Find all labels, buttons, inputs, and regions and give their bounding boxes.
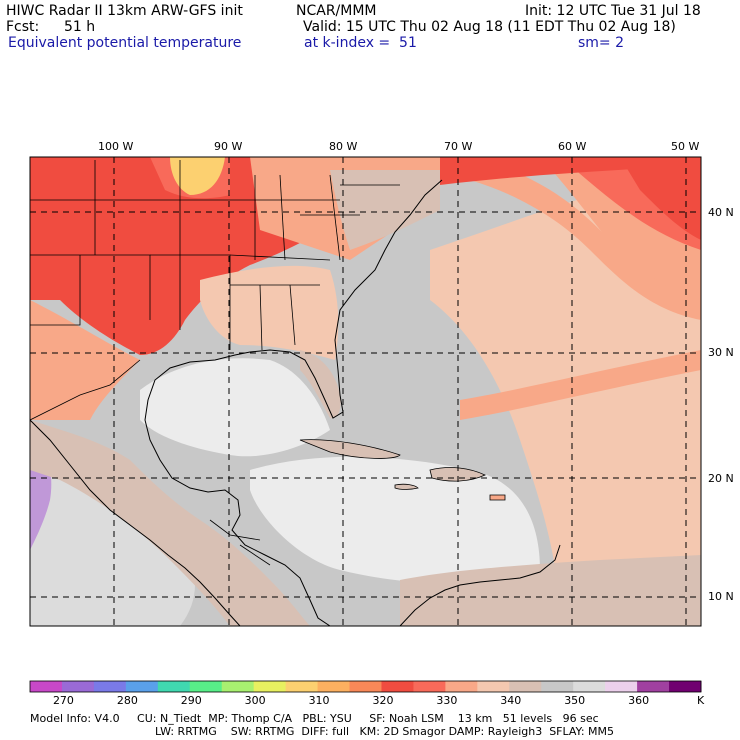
puerto-rico-land <box>489 494 506 501</box>
smoothing: sm= 2 <box>578 35 625 51</box>
southeast-us <box>200 265 339 360</box>
lon-label-90w: 90 W <box>214 140 243 153</box>
colorbar-tick-label: 300 <box>244 694 266 707</box>
lat-label-10n: 10 N <box>708 590 734 603</box>
colorbar-tick-label: 280 <box>116 694 138 707</box>
colorbar-cell <box>509 681 542 692</box>
colorbar-tick-label: 340 <box>500 694 522 707</box>
pacific-cool-region <box>30 470 195 626</box>
init-time: Init: 12 UTC Tue 31 Jul 18 <box>525 3 701 19</box>
political-boundaries <box>30 160 400 566</box>
mexico-land <box>30 420 310 626</box>
colorbar-cell <box>573 681 606 692</box>
map-frame <box>29 156 702 627</box>
colorbar-cell <box>157 681 191 692</box>
lat-label-30n: 30 N <box>708 346 734 359</box>
lon-label-100w: 100 W <box>98 140 134 153</box>
colorbar-unit: K <box>697 694 705 707</box>
colorbar-cell <box>189 681 223 692</box>
valid-time: Valid: 15 UTC Thu 02 Aug 18 (11 EDT Thu … <box>303 19 676 35</box>
atlantic-band-3 <box>470 157 701 320</box>
model-title: HIWC Radar II 13km ARW-GFS init <box>6 3 243 19</box>
hot-spot-north <box>170 157 225 195</box>
colorbar-cell <box>669 681 702 692</box>
colorbar-cell <box>221 681 255 692</box>
fcst-label: Fcst: <box>6 19 40 35</box>
us-warm-region <box>30 300 140 420</box>
lon-label-80w: 80 W <box>329 140 358 153</box>
caribbean-cool-region <box>250 456 540 584</box>
colorbar-cell <box>349 681 382 692</box>
colorbar-cell <box>125 681 159 692</box>
colorbar-tick-label: 320 <box>372 694 394 707</box>
colorbar-tick-label: 310 <box>308 694 330 707</box>
colorbar-cell <box>637 681 670 692</box>
jamaica-land <box>394 483 419 490</box>
colorbar-cell <box>477 681 510 692</box>
fcst-value: 51 h <box>64 19 96 35</box>
lon-label-70w: 70 W <box>444 140 473 153</box>
colorbar-tick-label: 270 <box>52 694 74 707</box>
lat-label-40n: 40 N <box>708 206 734 219</box>
lon-label-50w: 50 W <box>671 140 700 153</box>
colorbar-cell <box>285 681 319 692</box>
colorbar-cell <box>317 681 351 692</box>
level-index: at k-index = 51 <box>304 35 417 51</box>
colorbar-cell <box>253 681 287 692</box>
colorbar-cell <box>413 681 446 692</box>
colorbar-cell <box>30 681 63 692</box>
colorbar-cell <box>61 681 95 692</box>
north-atlantic-red <box>620 157 701 240</box>
model-info-line1: Model Info: V4.0 CU: N_Tiedt MP: Thomp C… <box>30 712 599 725</box>
colorbar-tick-label: 350 <box>564 694 586 707</box>
atlantic-band-4 <box>460 350 701 420</box>
org-label: NCAR/MMM <box>296 3 377 19</box>
model-info-line2: LW: RRTMG SW: RRTMG DIFF: full KM: 2D Sm… <box>155 725 615 738</box>
florida-land <box>300 350 341 419</box>
gulf-cool-region <box>140 358 330 457</box>
colorbar-cell <box>605 681 638 692</box>
colorbar-cell <box>541 681 574 692</box>
colorbar-tick-label: 360 <box>628 694 650 707</box>
colorbar-tick-label: 330 <box>436 694 458 707</box>
field-name: Equivalent potential temperature <box>8 35 242 51</box>
lat-label-20n: 20 N <box>708 472 734 485</box>
coastlines <box>30 179 561 626</box>
lon-label-60w: 60 W <box>558 140 587 153</box>
colorbar-cell <box>445 681 478 692</box>
cuba-land <box>299 439 401 459</box>
south-america-land <box>400 555 701 626</box>
ne-grey <box>330 170 440 250</box>
atlantic-band-2 <box>560 157 701 250</box>
colorbar-cell <box>93 681 127 692</box>
graticule <box>30 157 701 626</box>
northeast-coastal-red <box>440 157 701 185</box>
colorbar-tick-label: 290 <box>180 694 202 707</box>
colorbar-cell <box>381 681 414 692</box>
